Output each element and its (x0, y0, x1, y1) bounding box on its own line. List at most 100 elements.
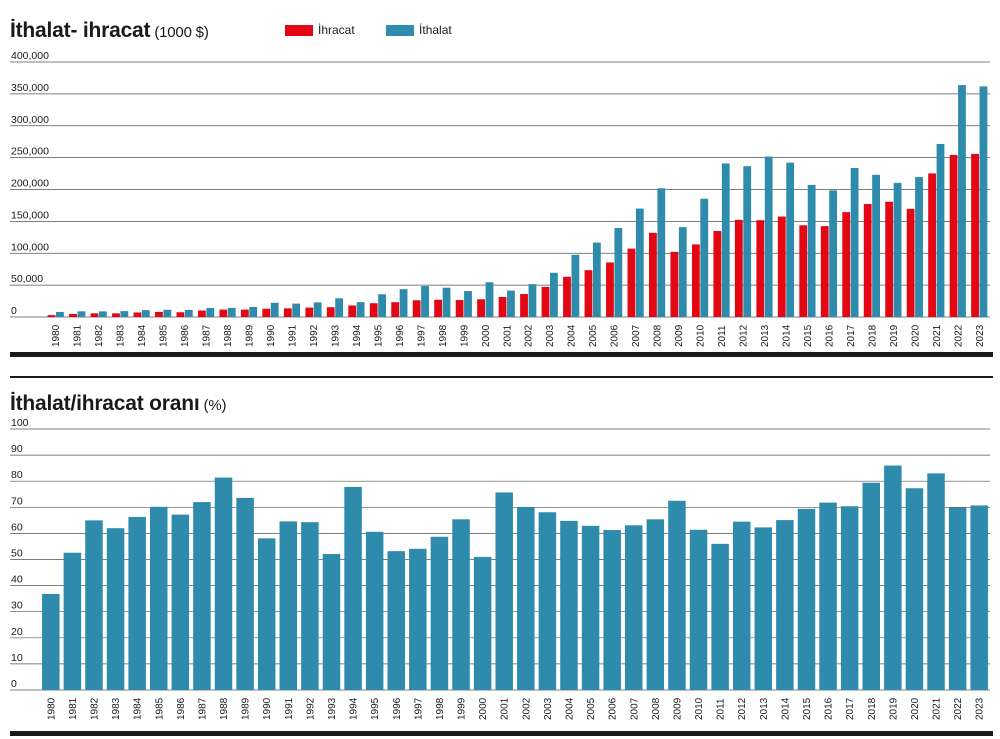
x-tick-label: 2019 (888, 697, 899, 720)
bar-import (485, 282, 494, 317)
x-tick-label: 2004 (567, 324, 578, 347)
x-tick-label: 1981 (68, 697, 79, 720)
bar-export (455, 300, 464, 317)
bar-ratio (387, 551, 405, 690)
bar-import (764, 156, 773, 317)
x-tick-label: 2014 (780, 697, 791, 720)
x-tick-label: 1989 (245, 324, 256, 347)
bar-export (348, 305, 357, 317)
legend-item-import: İthalat (386, 23, 452, 37)
bar-ratio (862, 482, 880, 690)
y-tick-label: 0 (11, 678, 17, 690)
bar-ratio (689, 529, 708, 690)
chart-title-ratio-text: İthalat/ihracat oranı (10, 392, 200, 415)
x-tick-label: 1980 (51, 324, 62, 347)
legend-swatch-import (386, 24, 415, 36)
bar-export (133, 312, 142, 317)
y-tick-label: 10 (11, 652, 23, 664)
y-tick-label: 50,000 (11, 273, 43, 285)
x-tick-label: 2020 (910, 697, 921, 720)
y-tick-label: 400,000 (11, 50, 49, 62)
bar-ratio (927, 473, 945, 690)
bar-export (326, 307, 335, 317)
x-tick-label: 2017 (846, 324, 857, 347)
y-tick-label: 250,000 (11, 146, 49, 158)
y-tick-label: 50 (11, 548, 23, 560)
bar-import (657, 188, 666, 317)
bar-export (155, 311, 163, 317)
x-tick-label: 1998 (438, 324, 449, 347)
bar-export (412, 300, 421, 317)
x-tick-label: 1991 (287, 324, 298, 347)
legend-swatch-export (285, 24, 313, 36)
x-tick-label: 2016 (824, 324, 835, 347)
x-tick-label: 1998 (435, 697, 446, 720)
bar-export (606, 262, 614, 317)
x-tick-label: 2017 (845, 697, 856, 720)
bar-import (227, 307, 236, 317)
divider-thin (10, 376, 993, 378)
x-tick-label: 1997 (413, 697, 424, 720)
bar-export (971, 153, 979, 317)
bar-import (829, 190, 838, 317)
bar-export (112, 313, 120, 317)
x-tick-label: 2008 (653, 324, 664, 347)
x-tick-label: 2012 (737, 697, 748, 720)
x-tick-label: 1984 (137, 324, 148, 347)
bar-ratio (754, 527, 773, 690)
bar-export (477, 299, 485, 317)
x-tick-label: 2007 (631, 324, 642, 347)
bar-ratio (625, 525, 643, 690)
x-tick-label: 2011 (716, 698, 727, 720)
x-tick-label: 2001 (500, 697, 511, 720)
bar-ratio (85, 520, 103, 690)
x-tick-label: 2023 (975, 324, 986, 347)
x-tick-label: 2002 (521, 697, 532, 720)
bar-ratio (581, 525, 600, 690)
bar-export (928, 173, 937, 317)
bar-ratio (171, 514, 190, 690)
legend: İhracat İthalat (285, 23, 480, 39)
bar-ratio (668, 500, 686, 690)
x-tick-label: 1981 (73, 324, 84, 347)
bar-export (713, 230, 722, 317)
x-tick-label: 2000 (478, 697, 489, 720)
bar-export (799, 225, 808, 317)
x-tick-label: 1990 (262, 697, 273, 720)
divider-thick-2 (10, 731, 993, 736)
x-tick-label: 1997 (416, 324, 427, 347)
bar-ratio (42, 593, 60, 690)
bar-import (893, 182, 902, 317)
x-tick-label: 2020 (910, 324, 921, 347)
x-tick-label: 2022 (953, 324, 964, 347)
bar-export (498, 297, 507, 317)
x-tick-label: 1989 (241, 697, 252, 720)
bar-export (197, 310, 206, 317)
bar-export (262, 308, 271, 317)
x-tick-label: 1982 (94, 324, 105, 347)
bar-import (184, 309, 193, 317)
x-tick-label: 1999 (459, 324, 470, 347)
x-tick-label: 2006 (610, 324, 621, 347)
bar-export (283, 308, 292, 317)
bar-ratio (301, 522, 319, 690)
bar-import (313, 302, 322, 317)
x-tick-label: 1988 (223, 324, 234, 347)
bar-ratio (150, 506, 168, 690)
bar-export (691, 244, 700, 317)
bar-import (77, 311, 86, 317)
bar-import (958, 85, 966, 317)
bar-import (979, 86, 988, 318)
bar-import (550, 272, 558, 317)
bar-export (734, 219, 743, 317)
x-tick-label: 2021 (932, 324, 943, 347)
bar-ratio (128, 516, 146, 690)
x-tick-label: 2006 (608, 697, 619, 720)
bar-export (584, 270, 593, 317)
x-tick-label: 2023 (975, 697, 986, 720)
x-tick-label: 2001 (502, 324, 513, 347)
bar-import (356, 302, 365, 317)
bar-import (141, 310, 150, 317)
bar-ratio (711, 543, 729, 690)
